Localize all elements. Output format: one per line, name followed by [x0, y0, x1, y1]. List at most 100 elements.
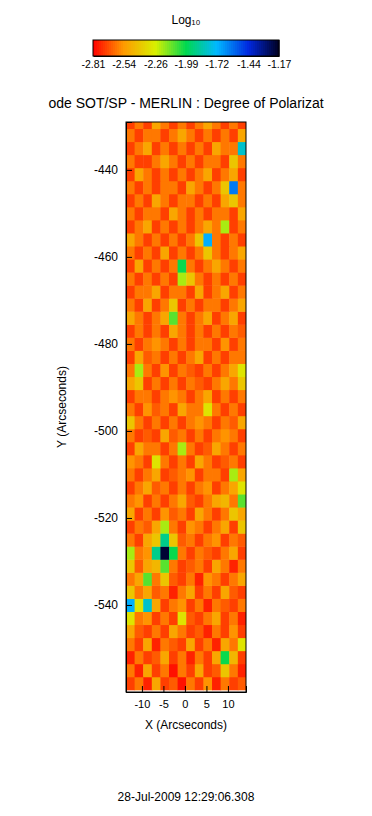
heatmap-cell: [229, 129, 238, 143]
colorbar-axis: -2.81-2.54-2.26-1.99-1.72-1.44-1.17: [82, 56, 292, 70]
heatmap-cell: [212, 468, 221, 482]
heatmap-cell: [152, 468, 161, 482]
heatmap-cell: [221, 533, 230, 547]
y-axis-title: Y (Arcseconds): [55, 366, 69, 448]
heatmap-cell: [195, 442, 204, 456]
heatmap-cell: [238, 677, 246, 691]
x-tick-mark: [206, 686, 207, 692]
colorbar-tick-label: -2.54: [112, 58, 136, 70]
heatmap-cell: [212, 233, 221, 247]
heatmap-cell: [186, 612, 195, 626]
heatmap-cell: [152, 455, 161, 469]
heatmap-cell: [203, 142, 212, 156]
colorbar: [93, 40, 280, 56]
x-axis-title: X (Arcseconds): [145, 718, 227, 732]
heatmap-cell: [160, 507, 169, 521]
heatmap-cell: [152, 494, 161, 508]
heatmap-cell: [195, 142, 204, 156]
heatmap-cell: [143, 651, 152, 665]
heatmap-cell: [238, 259, 246, 273]
heatmap-cell: [135, 220, 144, 234]
heatmap-cell: [152, 181, 161, 195]
heatmap-cell: [135, 377, 144, 391]
heatmap-cell: [160, 468, 169, 482]
heatmap-cell: [229, 598, 238, 612]
heatmap-cell: [212, 350, 221, 364]
colorbar-tick: -1.17: [268, 56, 292, 70]
colorbar-tick: -1.99: [175, 56, 199, 70]
colorbar-axis-line: [94, 56, 280, 57]
heatmap-cell: [229, 507, 238, 521]
heatmap-cell: [160, 363, 169, 377]
heatmap-cell: [203, 559, 212, 573]
heatmap-cell: [212, 664, 221, 678]
heatmap-cell: [135, 638, 144, 652]
heatmap-cell: [229, 429, 238, 443]
heatmap-cell: [135, 625, 144, 639]
heatmap-cell: [152, 507, 161, 521]
heatmap-cell: [221, 155, 230, 169]
heatmap-cell: [195, 559, 204, 573]
heatmap-cell: [203, 311, 212, 325]
heatmap-cell: [203, 168, 212, 182]
heatmap-cell: [152, 677, 161, 691]
heatmap-cell: [160, 194, 169, 208]
heatmap-cell: [126, 220, 135, 234]
x-axis-line: [127, 686, 247, 693]
heatmap-cell: [229, 494, 238, 508]
y-tick-mark: [126, 257, 132, 258]
heatmap-cell: [203, 572, 212, 586]
heatmap-cell: [169, 612, 178, 626]
heatmap-cell: [152, 625, 161, 639]
heatmap-cell: [169, 181, 178, 195]
heatmap-cell: [169, 246, 178, 260]
heatmap-cell: [126, 442, 135, 456]
heatmap-cell: [186, 285, 195, 299]
heatmap-cell: [169, 285, 178, 299]
heatmap-cell: [160, 142, 169, 156]
x-axis: -10-50510: [127, 686, 247, 710]
date-annotation: 28-Jul-2009 12:29:06.308: [118, 790, 255, 804]
x-tick: 10: [222, 686, 234, 710]
heatmap-cell: [135, 298, 144, 312]
x-tick: 0: [182, 686, 188, 710]
x-tick-mark: [163, 686, 164, 692]
heatmap-cell: [169, 533, 178, 547]
heatmap-cell: [203, 233, 212, 247]
heatmap-cell: [195, 350, 204, 364]
heatmap-cell: [135, 598, 144, 612]
heatmap-cell: [135, 455, 144, 469]
heatmap-cell: [126, 494, 135, 508]
x-tick: 5: [204, 686, 210, 710]
heatmap-cell: [152, 129, 161, 143]
heatmap-cell: [203, 122, 212, 129]
heatmap-cell: [186, 572, 195, 586]
heatmap-cell: [238, 298, 246, 312]
heatmap-cell: [169, 585, 178, 599]
heatmap-cell: [195, 246, 204, 260]
y-tick-mark: [126, 605, 132, 606]
heatmap-cell: [229, 168, 238, 182]
heatmap-cell: [221, 142, 230, 156]
heatmap-cell: [229, 220, 238, 234]
y-tick-mark: [126, 431, 132, 432]
heatmap-cell: [221, 363, 230, 377]
heatmap-cell: [135, 664, 144, 678]
heatmap-cell: [238, 638, 246, 652]
heatmap-cell: [160, 677, 169, 691]
heatmap-cell: [195, 612, 204, 626]
heatmap-cell: [135, 403, 144, 417]
heatmap-cell: [152, 350, 161, 364]
heatmap-cell: [178, 220, 187, 234]
heatmap-cell: [229, 337, 238, 351]
heatmap-cell: [221, 612, 230, 626]
heatmap-cell: [135, 416, 144, 430]
heatmap-cell: [135, 129, 144, 143]
heatmap-cell: [203, 533, 212, 547]
heatmap-cell: [212, 507, 221, 521]
heatmap-cell: [212, 220, 221, 234]
heatmap-cell: [203, 377, 212, 391]
x-tick-mark: [185, 686, 186, 692]
heatmap-cell: [229, 298, 238, 312]
heatmap-cell: [178, 233, 187, 247]
